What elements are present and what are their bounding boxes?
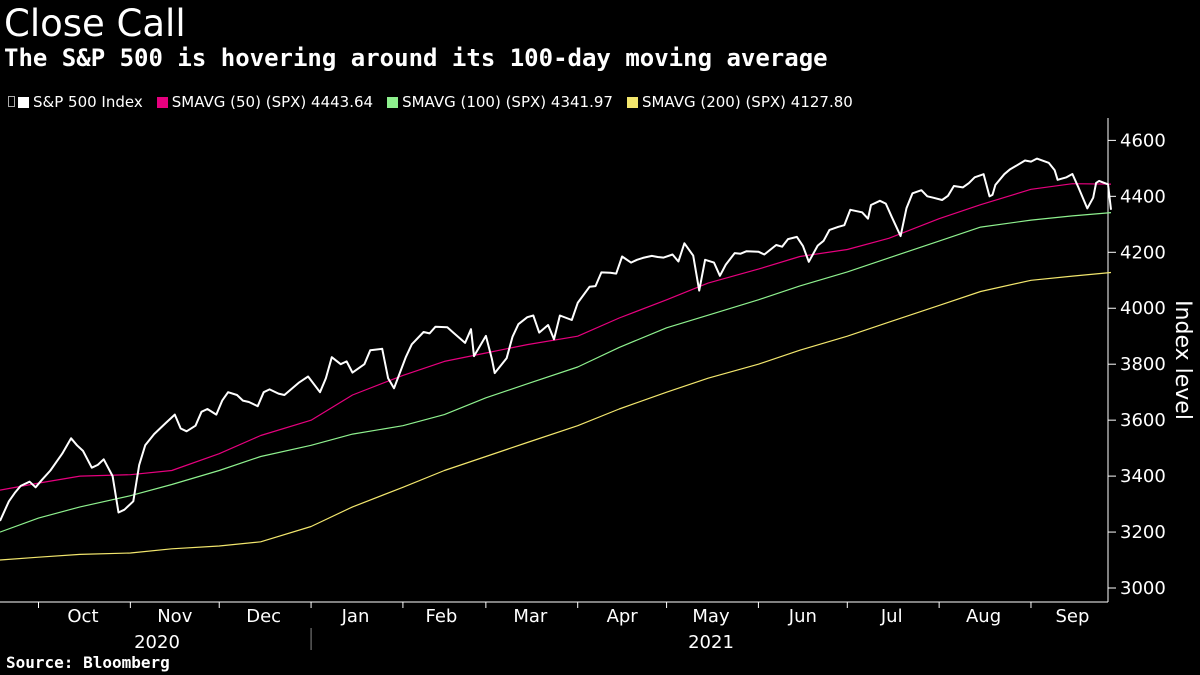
y-tick-label-4200: 4200 <box>1120 242 1166 263</box>
x-tick-label-nov: Nov <box>157 606 192 627</box>
y-tick-label-4400: 4400 <box>1120 186 1166 207</box>
chart-legend: S&P 500 Index SMAVG (50) (SPX) 4443.64 S… <box>8 92 867 112</box>
year-label-2021: 2021 <box>688 632 734 653</box>
legend-item-sma100: SMAVG (100) (SPX) 4341.97 <box>387 93 613 111</box>
y-tick-label-4600: 4600 <box>1120 130 1166 151</box>
series-line-spx <box>0 157 1112 522</box>
legend-swatch-spx <box>18 96 29 108</box>
y-tick-label-3800: 3800 <box>1120 354 1166 375</box>
x-tick-label-aug: Aug <box>966 606 1001 627</box>
y-tick-label-4000: 4000 <box>1120 298 1166 319</box>
series-line-sma50 <box>0 183 1112 491</box>
year-label-2020: 2020 <box>134 632 180 653</box>
legend-label-sma100: SMAVG (100) (SPX) 4341.97 <box>402 93 613 111</box>
legend-pin-icon <box>8 95 15 107</box>
x-tick-label-dec: Dec <box>246 606 281 627</box>
y-tick-label-3600: 3600 <box>1120 410 1166 431</box>
x-tick-label-apr: Apr <box>607 606 639 627</box>
legend-swatch-sma100 <box>387 96 399 108</box>
y-tick-label-3400: 3400 <box>1120 466 1166 487</box>
x-tick-label-may: May <box>692 606 730 627</box>
x-tick-label-jul: Jul <box>880 606 903 627</box>
legend-item-sma50: SMAVG (50) (SPX) 4443.64 <box>156 93 374 111</box>
y-axis-title: Index level <box>1170 300 1195 420</box>
series-line-sma100 <box>0 212 1112 533</box>
legend-item-sma200: SMAVG (200) (SPX) 4127.80 <box>626 93 853 111</box>
x-tick-label-feb: Feb <box>425 606 457 627</box>
source-note: Source: Bloomberg <box>6 653 170 672</box>
x-tick-label-mar: Mar <box>513 606 548 627</box>
legend-label-spx: S&P 500 Index <box>33 93 143 111</box>
chart-title: Close Call <box>4 2 186 45</box>
legend-label-sma200: SMAVG (200) (SPX) 4127.80 <box>641 93 853 111</box>
x-tick-label-sep: Sep <box>1055 606 1089 627</box>
y-tick-label-3200: 3200 <box>1120 522 1166 543</box>
x-tick-label-jun: Jun <box>788 606 817 627</box>
legend-item-spx: S&P 500 Index <box>18 93 143 111</box>
chart-subtitle: The S&P 500 is hovering around its 100-d… <box>4 44 828 72</box>
legend-swatch-sma200 <box>626 96 638 108</box>
legend-swatch-sma50 <box>156 96 168 108</box>
legend-label-sma50: SMAVG (50) (SPX) 4443.64 <box>171 93 374 111</box>
series-line-sma200 <box>0 271 1112 561</box>
x-tick-label-jan: Jan <box>341 606 370 627</box>
x-tick-label-oct: Oct <box>67 606 98 627</box>
y-tick-label-3000: 3000 <box>1120 578 1166 599</box>
